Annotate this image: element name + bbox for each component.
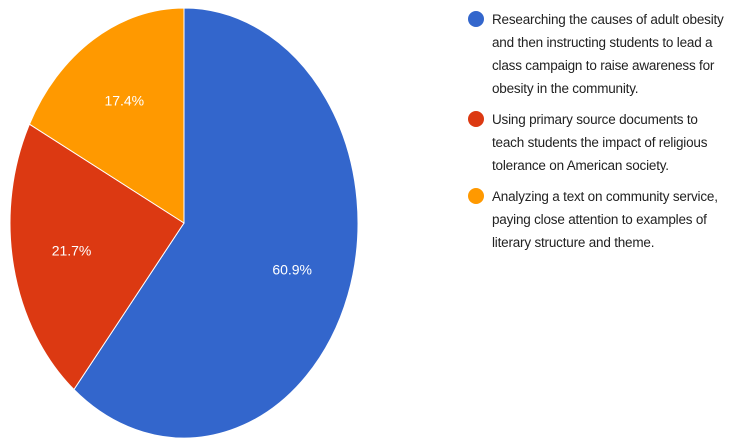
legend-item: Researching the causes of adult obesity … <box>468 8 748 100</box>
legend-marker <box>468 111 484 127</box>
legend-marker <box>468 188 484 204</box>
slice-label: 60.9% <box>272 261 312 277</box>
pie-slice <box>9 123 185 391</box>
legend: Researching the causes of adult obesity … <box>468 8 748 262</box>
slice-label: 17.4% <box>104 92 144 108</box>
legend-label: Using primary source documents to teach … <box>492 112 708 173</box>
legend-label: Analyzing a text on community service, p… <box>492 189 718 250</box>
legend-item: Using primary source documents to teach … <box>468 108 748 177</box>
slice-label: 21.7% <box>52 242 92 258</box>
legend-item: Analyzing a text on community service, p… <box>468 185 748 254</box>
pie-slice <box>73 7 359 439</box>
legend-label: Researching the causes of adult obesity … <box>492 12 724 96</box>
pie: 60.9% 21.7% 17.4% <box>9 7 359 439</box>
legend-marker <box>468 11 484 27</box>
pie-slice <box>28 7 185 224</box>
